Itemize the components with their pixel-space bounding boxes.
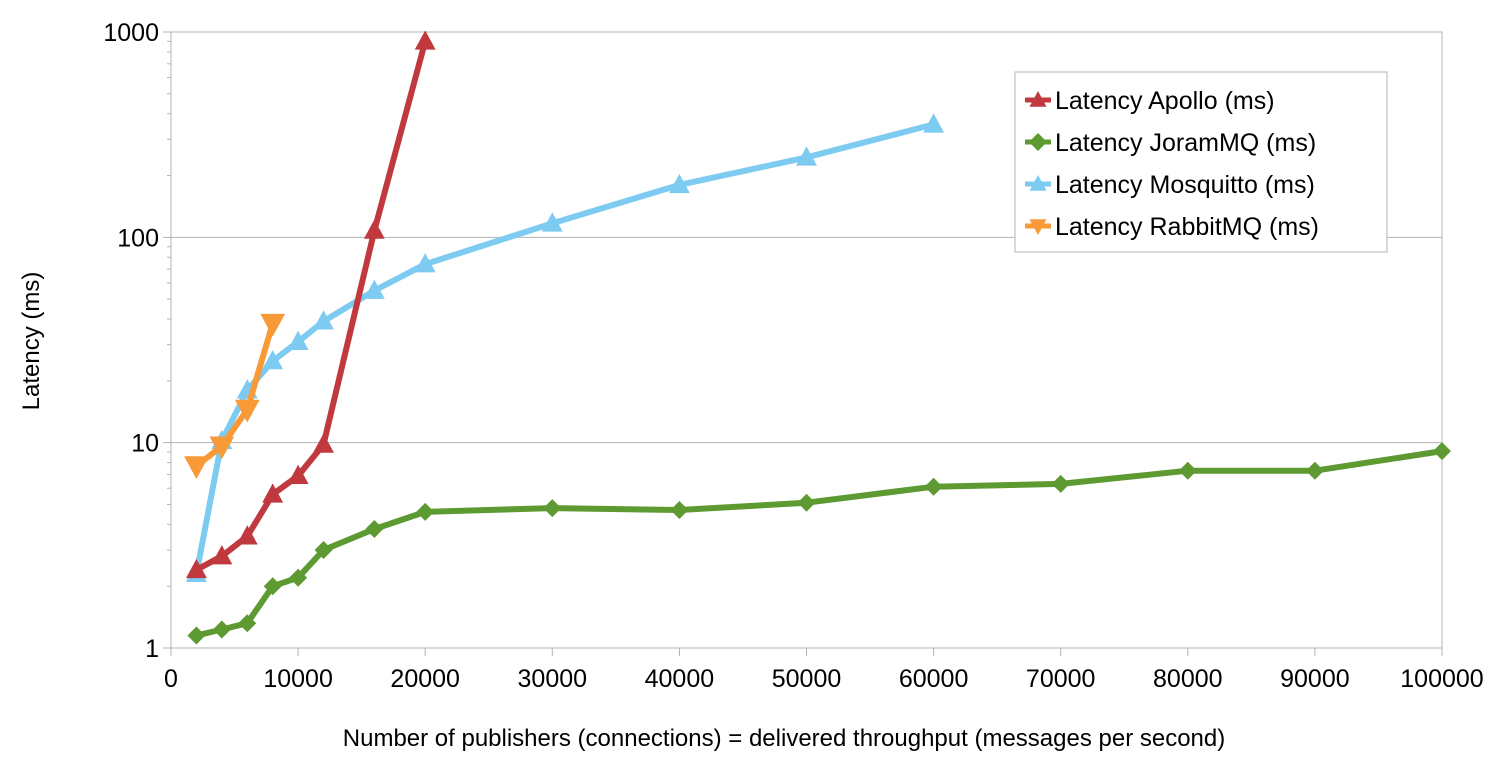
data-point — [289, 568, 308, 587]
series-line — [195, 448, 1443, 639]
x-tick-label: 50000 — [772, 665, 842, 693]
data-point — [234, 399, 260, 423]
data-point — [262, 483, 284, 503]
legend-item: Latency JoramMQ (ms) — [1025, 129, 1316, 157]
data-point — [363, 219, 385, 239]
y-tick-label: 10 — [131, 430, 159, 458]
data-point — [365, 519, 384, 538]
y-axis-title: Latency (ms) — [18, 272, 45, 411]
data-point — [209, 436, 235, 460]
data-point — [1178, 461, 1197, 480]
data-point — [414, 30, 436, 50]
data-point — [212, 620, 231, 639]
x-tick-label: 90000 — [1280, 665, 1350, 693]
data-point — [923, 113, 945, 133]
x-tick-label: 60000 — [899, 665, 969, 693]
legend-label: Latency Mosquitto (ms) — [1055, 171, 1315, 199]
data-point — [263, 577, 282, 596]
y-tick-label: 1000 — [103, 19, 159, 47]
x-tick-label: 70000 — [1026, 665, 1096, 693]
data-point — [238, 614, 257, 633]
axes — [163, 31, 1443, 656]
data-point — [670, 500, 689, 519]
data-point — [668, 173, 690, 194]
series-latency-apollo-ms — [185, 30, 436, 579]
legend-label: Latency Apollo (ms) — [1055, 87, 1275, 115]
x-axis-title: Number of publishers (connections) = del… — [343, 725, 1225, 752]
data-point — [313, 310, 334, 330]
legend-swatch-marker — [1029, 219, 1047, 235]
legend-item: Latency Apollo (ms) — [1025, 87, 1275, 115]
x-tick-label: 100000 — [1400, 665, 1483, 693]
legend-box — [1014, 71, 1388, 253]
x-tick-label: 30000 — [518, 665, 588, 693]
x-tick-labels: 0 10000 20000 30000 40000 50000 60000 70000 8000… — [164, 665, 1484, 693]
data-point — [541, 212, 563, 232]
y-tick-labels: 1 10 100 1000 — [103, 19, 159, 663]
data-point — [262, 349, 284, 370]
y-tick-label: 100 — [117, 224, 159, 252]
x-tick-label: 20000 — [390, 665, 460, 693]
legend-label: Latency JoramMQ (ms) — [1055, 129, 1316, 157]
data-point — [416, 502, 435, 521]
legend-swatch-marker — [1029, 91, 1047, 107]
x-tick-label: 80000 — [1153, 665, 1223, 693]
data-point — [187, 626, 206, 645]
data-point — [924, 477, 943, 496]
data-point — [314, 541, 333, 560]
y-tick-label: 1 — [145, 635, 159, 663]
data-point — [796, 146, 817, 166]
data-point — [1305, 461, 1324, 480]
data-point — [287, 330, 309, 351]
data-point — [1051, 474, 1070, 493]
data-point — [797, 493, 816, 512]
data-point — [1433, 442, 1451, 461]
data-point — [185, 558, 207, 579]
series-group — [184, 30, 1451, 645]
data-point — [184, 456, 209, 479]
data-point — [260, 313, 286, 337]
data-point — [313, 433, 334, 453]
data-point — [363, 279, 385, 299]
x-tick-label: 40000 — [645, 665, 715, 693]
legend-swatch-marker — [1029, 175, 1047, 191]
series-latency-jorammq-ms — [187, 442, 1451, 645]
series-line — [194, 322, 276, 469]
legend-item: Latency Mosquitto (ms) — [1025, 171, 1315, 199]
data-point — [211, 545, 233, 565]
x-tick-label: 0 — [164, 665, 178, 693]
series-line — [194, 40, 429, 573]
data-point — [287, 464, 309, 485]
series-line — [193, 121, 935, 575]
x-tick-label: 10000 — [263, 665, 333, 693]
series-latency-mosquitto-ms — [185, 113, 945, 582]
legend: Latency Apollo (ms) Latency JoramMQ (ms) L… — [1014, 71, 1388, 253]
data-point — [414, 253, 436, 273]
legend-swatch-marker — [1029, 133, 1047, 151]
data-point — [236, 525, 258, 545]
data-point — [543, 499, 562, 518]
legend-item: Latency RabbitMQ (ms) — [1025, 213, 1319, 241]
series-latency-rabbitmq-ms — [184, 313, 286, 479]
legend-label: Latency RabbitMQ (ms) — [1055, 213, 1319, 241]
